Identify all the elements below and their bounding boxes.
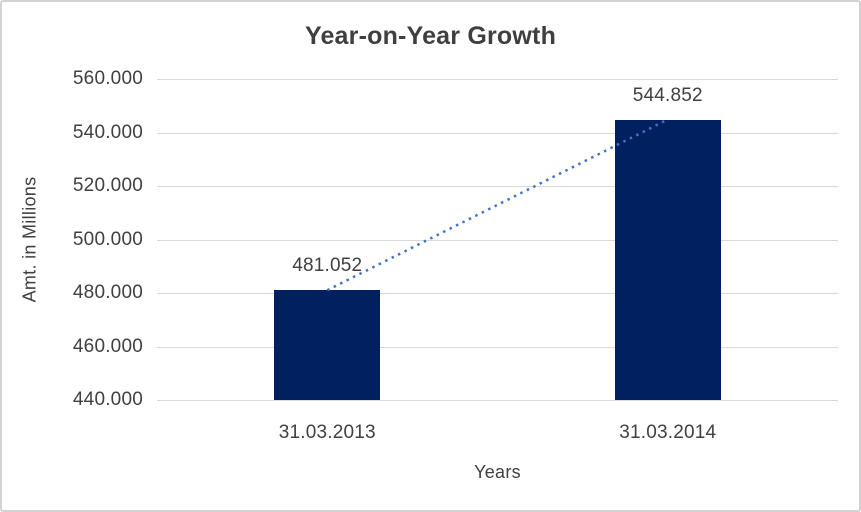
y-axis-tick-label: 440.000: [72, 389, 143, 410]
y-axis-tick-label: 460.000: [72, 335, 143, 357]
gridline: [157, 346, 838, 348]
gridline: [157, 132, 838, 134]
y-axis-tick-label: 520.000: [72, 175, 143, 196]
bar: [274, 290, 381, 400]
y-axis-tick-label: 480.000: [72, 282, 143, 303]
x-axis-category-label: 31.03.2013: [278, 422, 376, 443]
y-axis-tick-label: 540.000: [72, 121, 143, 143]
gridline: [157, 79, 838, 80]
data-label: 481.052: [292, 255, 363, 277]
data-label: 544.852: [632, 84, 703, 106]
gridline: [157, 293, 838, 294]
gridline: [157, 186, 838, 187]
x-axis-category-label: 31.03.2014: [619, 422, 717, 443]
gridline: [157, 239, 838, 241]
gridline: [157, 400, 838, 401]
y-axis-tick-label: 560.000: [72, 68, 143, 89]
x-axis-title: Years: [474, 462, 521, 482]
y-axis-tick-label: 500.000: [72, 228, 143, 250]
bar: [614, 119, 721, 400]
chart-title: Year-on-Year Growth: [304, 22, 557, 50]
